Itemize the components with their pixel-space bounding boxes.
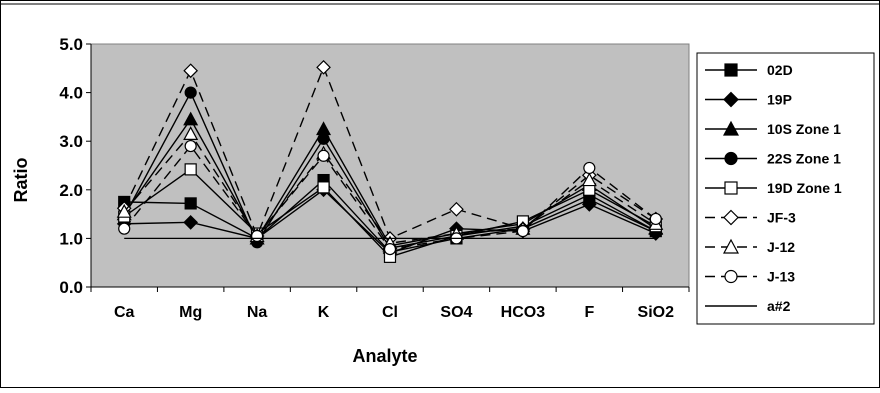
triangle-marker [722,120,740,136]
square-marker [317,181,330,194]
x-tick-label: K [318,304,330,321]
triangle-marker [722,238,740,254]
series-layer [116,59,664,263]
x-tick-label: Na [247,304,268,321]
diamond-marker [449,201,464,217]
circle-marker [383,242,397,256]
legend-entry: JF-3 [705,210,796,226]
x-tick-label: Mg [179,304,202,321]
x-axis-title: Analyte [352,346,417,366]
circle-marker [317,149,330,162]
y-tick-label: 4.0 [59,84,83,103]
circle-marker [583,161,596,175]
x-tick-label: Ca [114,304,135,321]
y-tick-label: 2.0 [59,181,83,200]
legend-label: JF-3 [767,210,796,226]
legend-entry: J-12 [705,238,795,255]
diamond-marker [581,197,597,212]
triangle-marker [116,203,132,218]
y-tick-label: 3.0 [59,132,83,151]
legend-label: J-12 [767,239,795,255]
legend: 02D 19P 10S Zone 1 22S Zone 1 19D Zone 1 JF-3… [696,52,875,325]
y-tick-label: 0.0 [59,278,83,297]
circle-marker [184,139,197,153]
diamond-marker [723,91,739,108]
legend-label: 19P [767,92,792,108]
circle-marker [649,212,662,226]
x-tick-label: HCO3 [501,304,546,321]
circle-marker [251,229,264,243]
diamond-marker [183,63,199,79]
legend-entry: 22S Zone 1 [705,151,841,167]
diamond-marker [183,215,199,230]
legend-label: 02D [767,62,793,78]
x-tick-label: Cl [382,304,398,321]
legend-entry: J-13 [705,269,795,285]
x-tick-label: F [584,304,594,321]
triangle-marker [183,111,199,126]
y-tick-label: 5.0 [59,35,83,54]
circle-marker [516,225,529,238]
legend-entry: 19P [705,92,792,108]
circle-marker [317,132,330,145]
axes-group: 0.0 1.0 2.0 3.0 4.0 5.0 Ca Mg Na K Cl SO4 HCO3 F SiO2 [59,35,690,321]
circle-marker [184,86,197,99]
legend-entry: 02D [705,62,793,78]
square-marker [184,163,197,176]
triangle-marker [183,126,199,141]
legend-label: 22S Zone 1 [767,151,841,167]
triangle-marker [581,172,597,187]
diamond-marker [316,59,331,75]
legend-label: a#2 [767,298,791,314]
legend-entry: 19D Zone 1 [705,180,842,196]
diamond-marker [723,209,739,226]
circle-marker [724,269,738,284]
x-tick-label: SO4 [440,304,472,321]
square-marker [184,197,197,210]
y-axis-title: Ratio [11,157,31,202]
y-tick-label: 1.0 [59,229,83,248]
legend-label: 10S Zone 1 [767,121,841,137]
legend-entry: 10S Zone 1 [705,120,841,137]
square-marker [724,63,738,77]
square-marker [724,181,738,195]
legend-label: 19D Zone 1 [767,180,842,196]
circle-marker [724,151,738,166]
x-tick-label: SiO2 [638,304,675,321]
circle-marker [118,222,131,235]
legend-entry: a#2 [705,298,791,314]
legend-label: J-13 [767,269,795,285]
